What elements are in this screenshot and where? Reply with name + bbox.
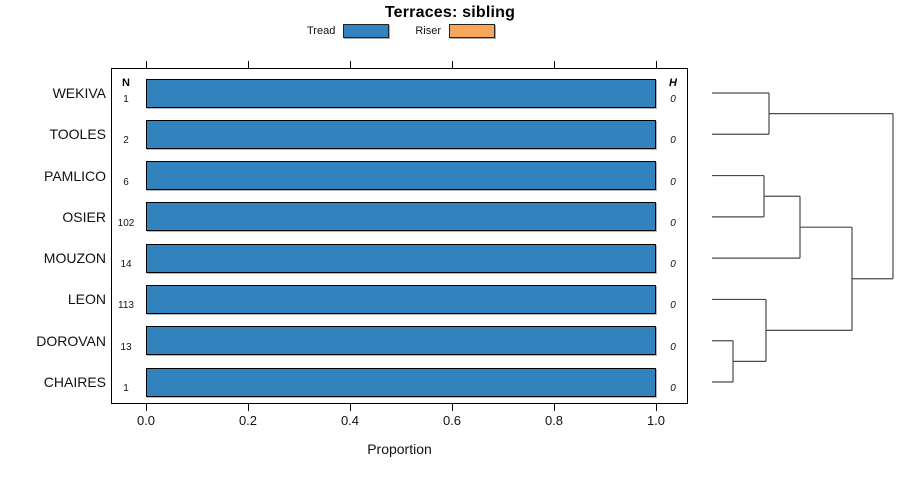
h-value-wekiva: 0 [670,94,676,105]
legend-swatch-riser [449,24,495,38]
n-value-tooles: 2 [123,135,129,147]
n-value-mouzon: 14 [120,259,132,271]
bar-tread-pamlico [146,161,656,191]
legend-item-tread: Tread [307,24,390,38]
x-tick-top-0.4 [349,61,351,68]
row-label-mouzon: MOUZON [43,250,106,267]
x-tick-label-0.4: 0.4 [340,413,360,428]
x-tick-bottom-1.0 [655,404,657,411]
bar-tread-mouzon [146,243,656,273]
x-tick-label-0.8: 0.8 [544,413,564,428]
chart-title: Terraces: sibling [384,4,516,21]
n-column-header: N [122,77,130,89]
h-value-chaires: 0 [670,383,676,394]
x-axis-title: Proportion [367,441,432,457]
n-value-wekiva: 1 [123,94,129,105]
x-tick-label-0.6: 0.6 [442,413,462,428]
n-value-pamlico: 6 [123,176,129,188]
row-label-leon: LEON [67,291,106,308]
x-tick-top-0.0 [145,61,147,68]
legend-label-tread: Tread [307,25,336,37]
row-label-wekiva: WEKIVA [52,85,106,101]
bar-tread-dorovan [146,326,656,356]
x-tick-bottom-0.8 [553,404,555,411]
x-tick-top-0.2 [247,61,249,68]
x-tick-top-0.8 [553,61,555,68]
x-tick-top-0.6 [451,61,453,68]
row-label-pamlico: PAMLICO [44,167,106,184]
legend-item-riser: Riser [415,24,495,38]
n-value-chaires: 1 [123,383,129,394]
x-tick-bottom-0.0 [145,404,147,411]
row-label-dorovan: DOROVAN [36,332,106,349]
h-column-header: H [669,77,677,89]
h-value-mouzon: 0 [670,259,676,271]
row-label-chaires: CHAIRES [43,374,106,390]
bar-tread-chaires [146,367,656,397]
bar-tread-tooles [146,119,656,149]
chart-legend: Tread Riser [1,24,801,38]
bar-tread-wekiva [146,78,656,108]
x-tick-label-1.0: 1.0 [646,413,666,428]
legend-label-riser: Riser [415,25,441,37]
h-value-dorovan: 0 [670,341,676,353]
row-label-tooles: TOOLES [49,126,106,143]
n-value-dorovan: 13 [120,341,132,353]
x-tick-top-1.0 [655,61,657,68]
bar-tread-leon [146,284,656,314]
legend-swatch-tread [343,24,390,38]
h-value-osier: 0 [670,217,676,229]
h-value-pamlico: 0 [670,176,676,188]
x-tick-label-0.2: 0.2 [238,413,258,428]
row-label-osier: OSIER [62,208,106,225]
x-tick-label-0.0: 0.0 [136,413,156,428]
h-value-tooles: 0 [670,135,676,147]
x-tick-bottom-0.6 [451,404,453,411]
plot-box [111,68,688,404]
n-value-leon: 113 [118,300,134,312]
x-tick-bottom-0.2 [247,404,249,411]
n-value-osier: 102 [117,217,135,229]
bar-tread-osier [146,202,656,232]
x-tick-bottom-0.4 [349,404,351,411]
h-value-leon: 0 [670,300,676,312]
